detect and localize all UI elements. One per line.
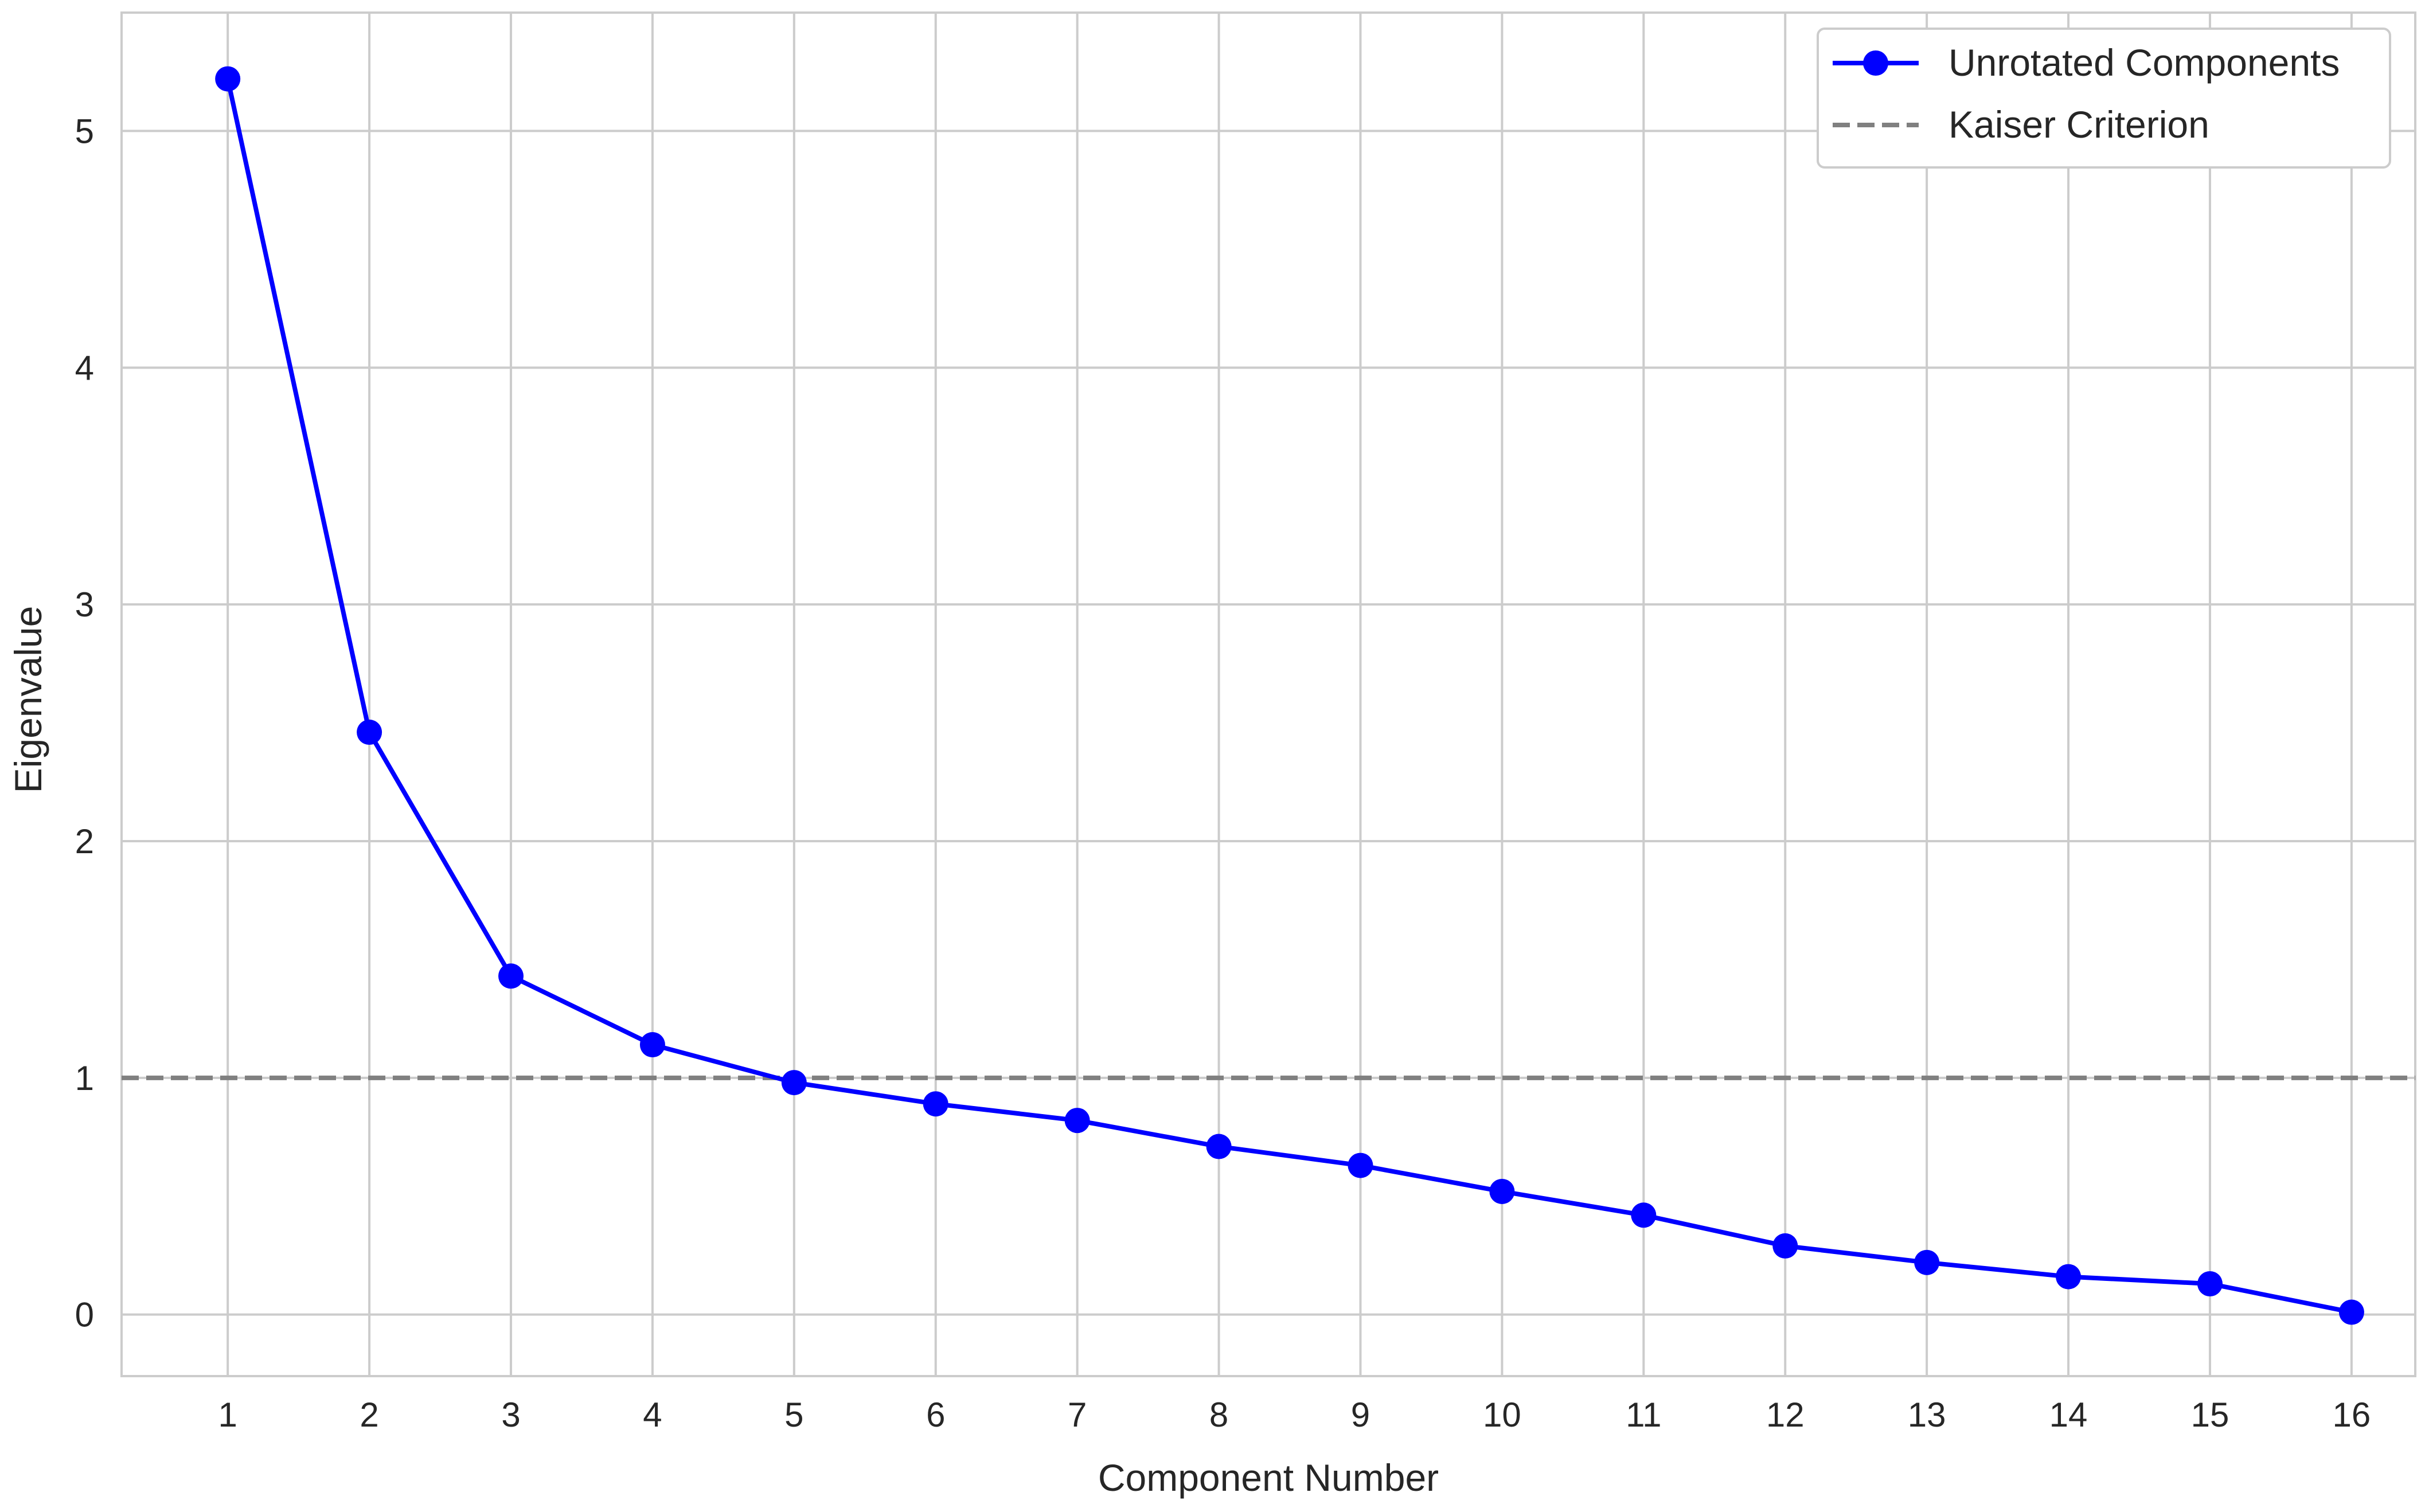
plot-area <box>120 11 2416 1377</box>
data-point <box>1631 1202 1657 1228</box>
data-point <box>2056 1264 2082 1290</box>
x-tick-label: 12 <box>1766 1396 1805 1434</box>
y-tick-label: 2 <box>75 822 94 861</box>
x-tick-label: 5 <box>784 1396 803 1434</box>
series-line <box>225 78 2352 1315</box>
legend-series-marker <box>1863 50 1888 76</box>
x-axis-label: Component Number <box>1098 1456 1439 1499</box>
x-tick-label: 1 <box>218 1396 237 1434</box>
data-point <box>781 1070 807 1096</box>
x-tick-label: 2 <box>360 1396 378 1434</box>
x-tick-labels: 1 2 3 4 5 6 7 8 9 10 11 12 13 14 15 16 <box>218 1396 2371 1434</box>
legend-series-label: Unrotated Components <box>1948 41 2340 84</box>
x-tick-label: 13 <box>1908 1396 1946 1434</box>
x-tick-label: 15 <box>2191 1396 2229 1434</box>
x-tick-label: 16 <box>2333 1396 2371 1434</box>
x-tick-label: 6 <box>926 1396 945 1434</box>
data-point <box>1206 1134 1232 1159</box>
data-point <box>1064 1108 1090 1134</box>
data-point <box>1772 1233 1798 1259</box>
x-tick-label: 10 <box>1483 1396 1521 1434</box>
x-tick-label: 7 <box>1068 1396 1087 1434</box>
data-point <box>215 66 241 92</box>
data-point <box>639 1032 665 1058</box>
x-tick-label: 8 <box>1209 1396 1228 1434</box>
y-tick-label: 5 <box>75 112 94 150</box>
legend: Unrotated Components Kaiser Criterion <box>1817 28 2391 169</box>
data-point <box>498 963 524 989</box>
legend-box <box>1817 28 2391 169</box>
y-tick-labels: 0 1 2 3 4 5 <box>75 112 94 1334</box>
data-point <box>357 720 382 745</box>
x-tick-label: 9 <box>1351 1396 1370 1434</box>
legend-kaiser-label: Kaiser Criterion <box>1948 103 2209 146</box>
y-tick-label: 1 <box>75 1059 94 1097</box>
series-group <box>215 66 2364 1325</box>
x-tick-label: 11 <box>1626 1396 1661 1434</box>
data-point <box>1914 1249 1940 1275</box>
x-tick-label: 4 <box>643 1396 662 1434</box>
data-point <box>2197 1271 2223 1296</box>
data-point <box>1348 1152 1373 1178</box>
x-tick-label: 3 <box>501 1396 520 1434</box>
data-point <box>1489 1178 1515 1204</box>
data-point <box>2338 1299 2364 1325</box>
data-point <box>923 1091 948 1117</box>
y-tick-label: 0 <box>75 1296 94 1334</box>
y-tick-label: 4 <box>75 349 94 387</box>
y-axis-label: Eigenvalue <box>7 606 49 794</box>
x-tick-label: 14 <box>2049 1396 2088 1434</box>
y-tick-label: 3 <box>75 585 94 624</box>
